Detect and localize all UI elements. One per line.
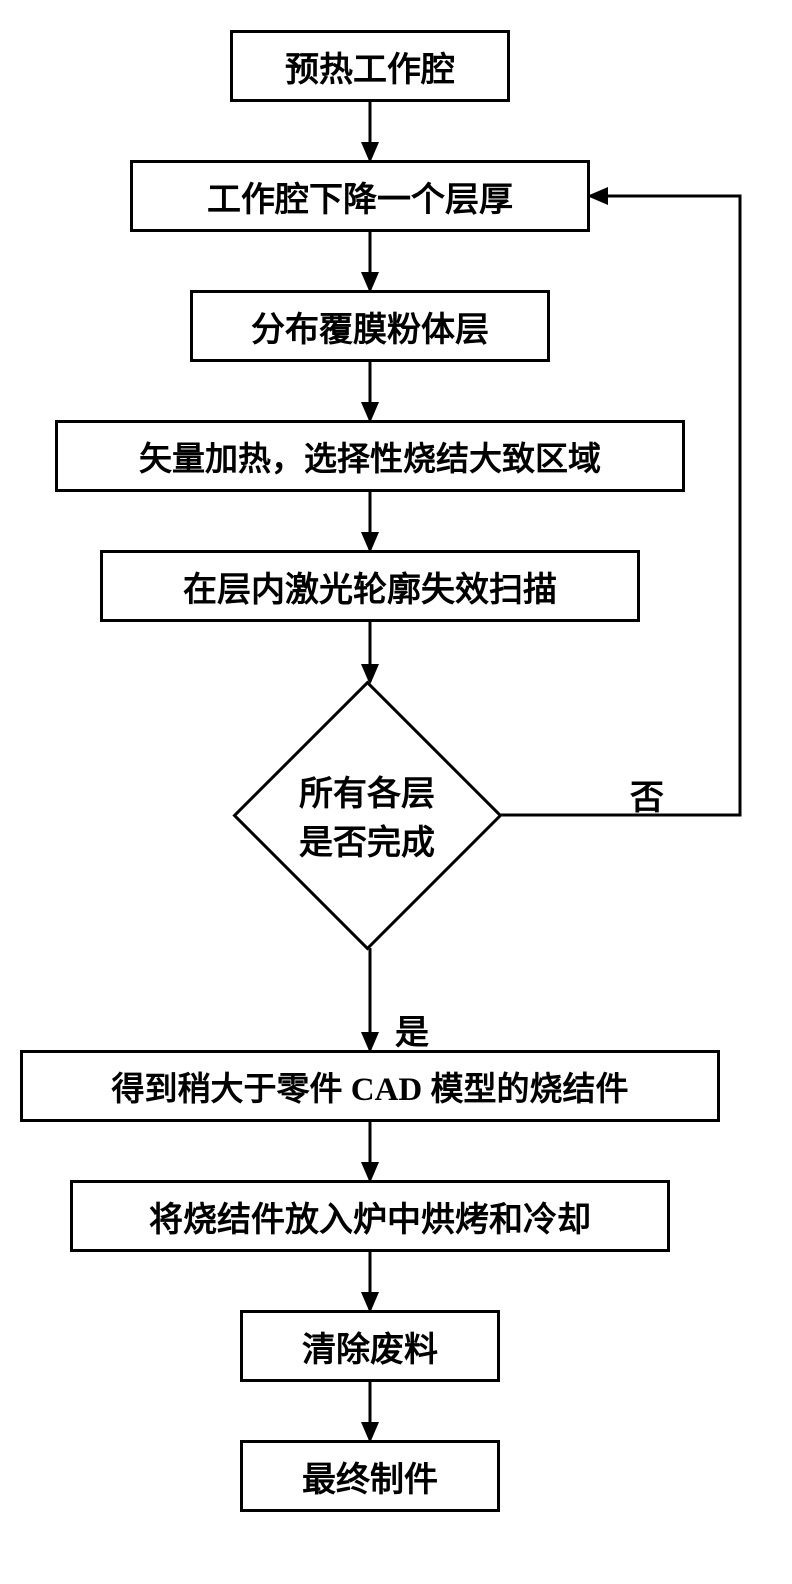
node-label: 工作腔下降一个层厚 xyxy=(207,172,513,221)
node-label: 分布覆膜粉体层 xyxy=(251,302,489,351)
node-n5: 在层内激光轮廓失效扫描 xyxy=(100,550,640,622)
edge-d1-n2 xyxy=(500,196,740,815)
node-n8: 清除废料 xyxy=(240,1310,500,1382)
edge-label-d1-n2: 否 xyxy=(630,770,664,819)
node-label: 矢量加热，选择性烧结大致区域 xyxy=(139,432,601,480)
diamond-shape xyxy=(232,680,502,950)
flowchart-container: 预热工作腔工作腔下降一个层厚分布覆膜粉体层矢量加热，选择性烧结大致区域在层内激光… xyxy=(0,0,792,1584)
node-n2: 工作腔下降一个层厚 xyxy=(130,160,590,232)
node-label: 预热工作腔 xyxy=(285,42,455,91)
node-n1: 预热工作腔 xyxy=(230,30,510,102)
node-n9: 最终制件 xyxy=(240,1440,500,1512)
node-label: 清除废料 xyxy=(302,1322,438,1371)
node-d1: 所有各层是否完成 xyxy=(232,680,502,950)
node-label: 得到稍大于零件 CAD 模型的烧结件 xyxy=(112,1062,629,1110)
node-label: 将烧结件放入炉中烘烤和冷却 xyxy=(149,1192,591,1241)
node-n3: 分布覆膜粉体层 xyxy=(190,290,550,362)
node-label: 最终制件 xyxy=(302,1452,438,1501)
node-label: 在层内激光轮廓失效扫描 xyxy=(183,562,557,611)
node-n4: 矢量加热，选择性烧结大致区域 xyxy=(55,420,685,492)
node-n6: 得到稍大于零件 CAD 模型的烧结件 xyxy=(20,1050,720,1122)
node-n7: 将烧结件放入炉中烘烤和冷却 xyxy=(70,1180,670,1252)
edge-label-d1-n6: 是 xyxy=(395,1005,429,1054)
